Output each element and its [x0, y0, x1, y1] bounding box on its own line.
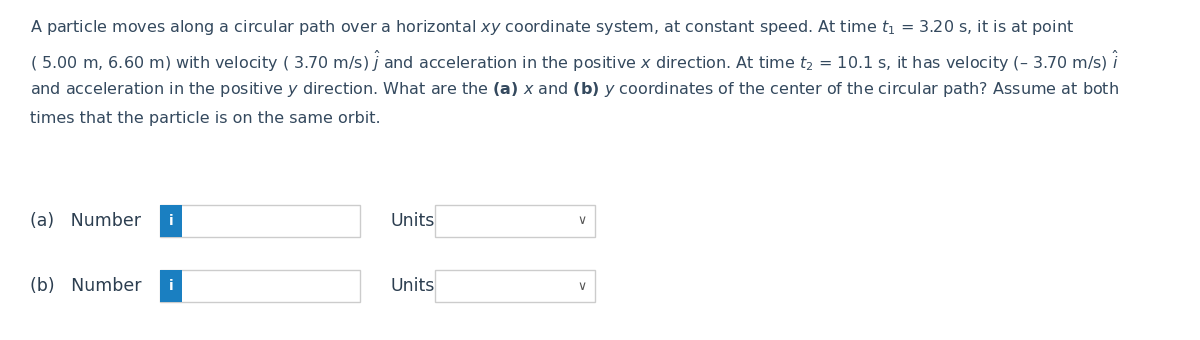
Text: Units: Units	[390, 212, 434, 230]
Text: (b)   Number: (b) Number	[30, 277, 142, 295]
Text: i: i	[169, 214, 173, 228]
Text: and acceleration in the positive $y$ direction. What are the $\mathbf{(a)}$ $x$ : and acceleration in the positive $y$ dir…	[30, 80, 1120, 99]
Text: i: i	[169, 279, 173, 293]
Bar	[160, 205, 360, 237]
Text: ∨: ∨	[578, 215, 587, 227]
Text: ∨: ∨	[578, 279, 587, 292]
Bar	[160, 270, 360, 302]
Text: (a)   Number: (a) Number	[30, 212, 142, 230]
Bar	[436, 270, 595, 302]
Text: times that the particle is on the same orbit.: times that the particle is on the same o…	[30, 111, 380, 126]
Bar	[160, 270, 182, 302]
Text: ( 5.00 m, 6.60 m) with velocity ( 3.70 m/s) $\hat{j}$ and acceleration in the po: ( 5.00 m, 6.60 m) with velocity ( 3.70 m…	[30, 49, 1120, 74]
Text: Units: Units	[390, 277, 434, 295]
Text: A particle moves along a circular path over a horizontal $xy$ coordinate system,: A particle moves along a circular path o…	[30, 18, 1074, 37]
Bar	[436, 205, 595, 237]
Bar	[160, 205, 182, 237]
